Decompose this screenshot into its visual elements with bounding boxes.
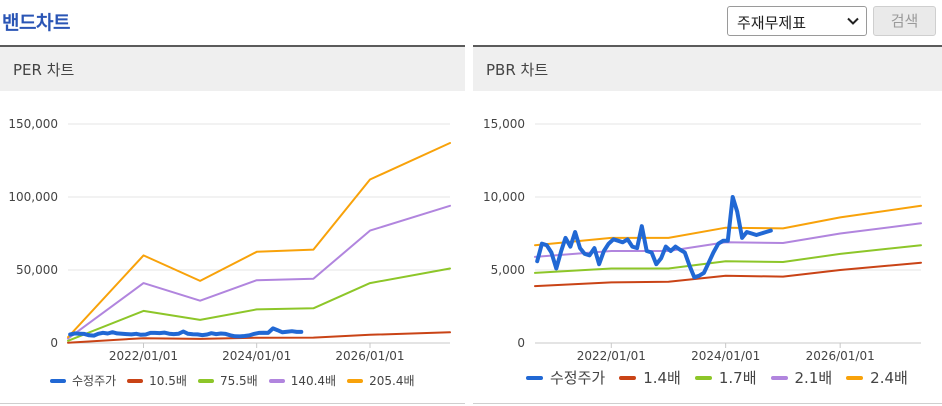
panel-header: PER 차트 (0, 47, 465, 91)
legend-label: 75.5배 (219, 374, 258, 388)
statement-type-value: 주재무제표 (737, 14, 807, 32)
legend-label: 수정주가 (550, 369, 606, 387)
x-tick-label: 2026/01/01 (806, 349, 875, 363)
y-tick-label: 100,000 (8, 190, 58, 204)
y-tick-label: 15,000 (483, 117, 525, 131)
pbr-chart-legend: 수정주가 1.4배 1.7배 2.1배 2.4배 (526, 367, 922, 388)
series-line (67, 331, 451, 344)
legend-swatch (197, 378, 214, 383)
legend-swatch (846, 375, 864, 380)
y-tick-label: 50,000 (16, 263, 58, 277)
x-tick-label: 2024/01/01 (222, 349, 291, 363)
legend-label: 2.1배 (794, 369, 833, 387)
panel-bottom-border (473, 403, 942, 404)
legend-item[interactable]: 2.1배 (770, 367, 833, 388)
per-chart: 0 50,000 100,000 150,000 2022/01/01 2024/01/0… (8, 117, 451, 363)
legend-item[interactable]: 1.7배 (694, 367, 757, 388)
legend-swatch (268, 378, 285, 383)
legend-swatch (127, 378, 144, 383)
legend-swatch (770, 375, 788, 380)
chevron-down-icon (847, 17, 859, 25)
legend-item[interactable]: 140.4배 (268, 372, 337, 389)
legend-label: 205.4배 (369, 374, 415, 388)
y-tick-label: 10,000 (483, 190, 525, 204)
legend-swatch (347, 378, 364, 383)
panel-header: PBR 차트 (473, 47, 942, 91)
legend-item[interactable]: 1.4배 (619, 367, 681, 388)
x-tick-label: 2026/01/01 (335, 349, 404, 363)
legend-label: 10.5배 (149, 374, 187, 388)
series-line (67, 142, 451, 339)
legend-item[interactable]: 75.5배 (197, 372, 258, 389)
series-line (534, 204, 922, 247)
y-tick-label: 0 (517, 336, 525, 350)
series-line (535, 195, 773, 280)
legend-label: 2.4배 (870, 369, 908, 387)
y-tick-label: 5,000 (491, 263, 525, 277)
legend-label: 1.4배 (643, 369, 681, 387)
panel-divider (0, 45, 465, 47)
legend-swatch (619, 375, 637, 380)
panel-title: PBR 차트 (486, 61, 549, 79)
legend-item[interactable]: 수정주가 (526, 367, 605, 388)
series-line (68, 326, 304, 339)
statement-type-select[interactable]: 주재무제표 (727, 6, 867, 36)
pbr-chart: 0 5,000 10,000 15,000 2022/01/01 2024/01/01 20… (483, 117, 922, 363)
y-tick-label: 0 (50, 336, 58, 350)
x-tick-label: 2022/01/01 (109, 349, 178, 363)
legend-swatch (50, 378, 66, 383)
legend-label: 140.4배 (290, 374, 337, 388)
legend-item[interactable]: 10.5배 (127, 372, 187, 389)
per-chart-panel: PER 차트 0 50,000 100,000 150,000 2022/01/01 20… (0, 45, 465, 406)
x-tick-label: 2024/01/01 (691, 349, 760, 363)
series-line (67, 204, 451, 340)
panel-divider (473, 45, 942, 47)
legend-item[interactable]: 205.4배 (347, 372, 415, 389)
per-chart-legend: 수정주가 10.5배 75.5배 140.4배 205.4배 (50, 372, 426, 389)
legend-item[interactable]: 2.4배 (846, 367, 908, 388)
search-button[interactable]: 검색 (873, 6, 936, 36)
x-tick-label: 2022/01/01 (577, 349, 646, 363)
legend-label: 1.7배 (718, 369, 757, 387)
pbr-chart-panel: PBR 차트 0 5,000 10,000 15,000 2022/01/01 2024/… (473, 45, 942, 406)
legend-item[interactable]: 수정주가 (50, 372, 116, 389)
panel-title: PER 차트 (13, 61, 75, 79)
legend-swatch (526, 375, 543, 380)
legend-swatch (694, 375, 712, 380)
legend-label: 수정주가 (72, 374, 117, 388)
series-line (534, 244, 922, 274)
panel-bottom-border (0, 403, 465, 404)
page-title: 밴드차트 (2, 12, 70, 34)
series-line (67, 267, 451, 342)
series-line (534, 261, 922, 288)
y-tick-label: 150,000 (8, 117, 58, 131)
